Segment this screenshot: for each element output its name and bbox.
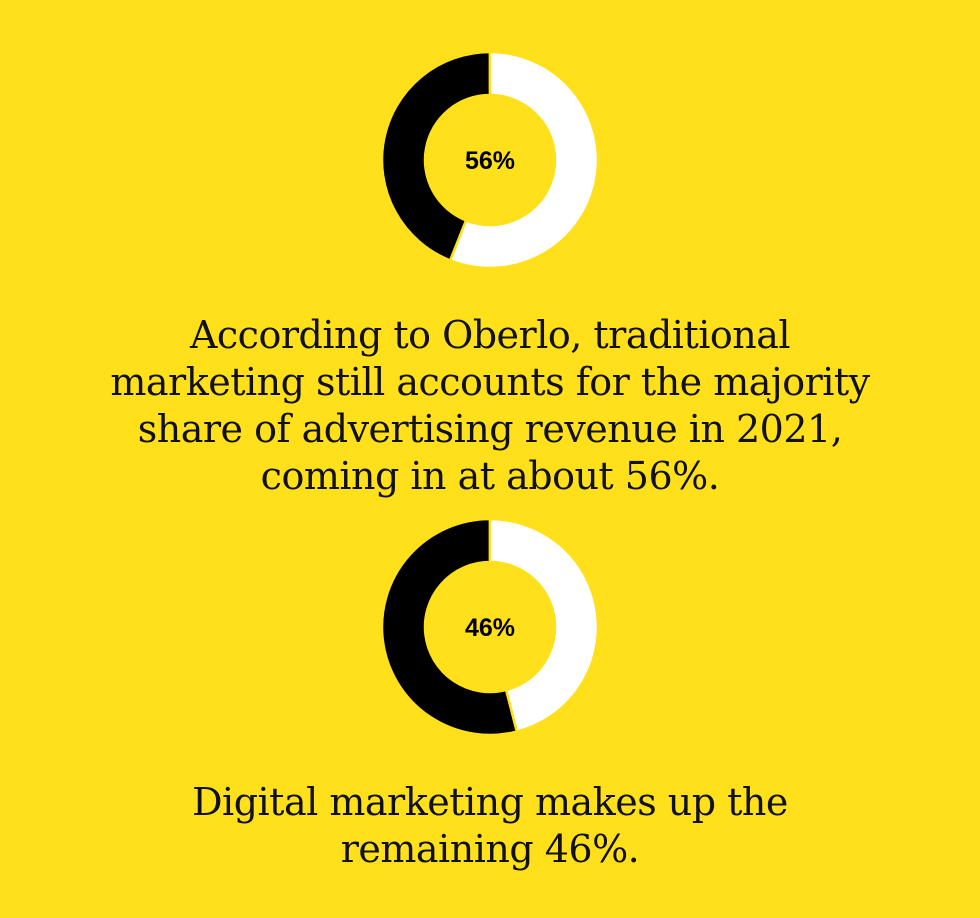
caption-traditional: According to Oberlo, traditional marketi… bbox=[0, 312, 980, 500]
donut-chart-digital: 46% bbox=[380, 517, 600, 737]
caption-line: remaining 46%. bbox=[340, 827, 640, 871]
caption-line: According to Oberlo, traditional bbox=[189, 313, 791, 357]
donut-slice-highlight bbox=[488, 517, 600, 734]
donut-center-label: 56% bbox=[465, 147, 515, 175]
caption-line: marketing still accounts for the majorit… bbox=[110, 360, 870, 404]
caption-line: share of advertising revenue in 2021, bbox=[137, 407, 843, 451]
caption-digital: Digital marketing makes up the remaining… bbox=[0, 779, 980, 873]
caption-line: Digital marketing makes up the bbox=[192, 780, 788, 824]
donut-chart-traditional: 56% bbox=[380, 50, 600, 270]
donut-center-label: 46% bbox=[465, 614, 515, 642]
donut-slice-remainder bbox=[380, 517, 519, 737]
donut-slice-highlight bbox=[448, 50, 600, 270]
donut-slice-remainder bbox=[380, 50, 492, 263]
caption-line: coming in at about 56%. bbox=[260, 454, 720, 498]
